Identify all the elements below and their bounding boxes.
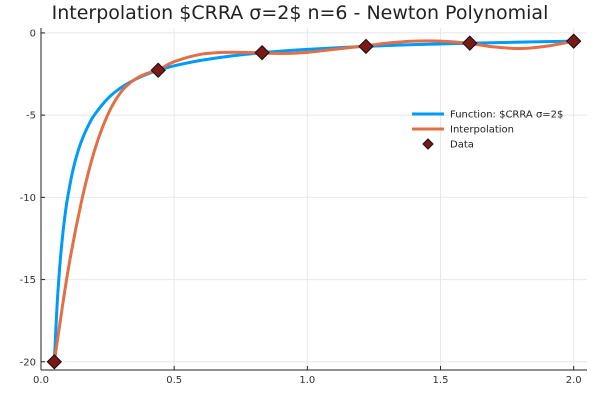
data-point	[46, 354, 63, 370]
legend-label: Function: $CRRA σ=2$	[450, 110, 563, 121]
series-line-0	[52, 39, 576, 364]
y-tick-label: -20	[20, 357, 36, 368]
data-point	[565, 33, 582, 49]
tick-labels: 0.0 0.5 1.0 1.5 2.0 0 -5 -10 -15 -20	[20, 28, 582, 386]
x-tick-label: 0.0	[33, 375, 49, 386]
x-tick-label: 1.0	[299, 375, 315, 386]
x-tick-label: 0.5	[166, 375, 182, 386]
x-tick-label: 2.0	[566, 375, 582, 386]
data-point	[254, 44, 270, 61]
grid	[40, 28, 587, 370]
y-tick-label: -10	[20, 193, 36, 204]
data-point	[358, 38, 374, 55]
legend-label: Data	[450, 140, 474, 151]
series-layer	[46, 33, 582, 370]
y-tick-label: -5	[26, 111, 36, 122]
x-tick-label: 1.5	[433, 375, 449, 386]
legend: Function: $CRRA σ=2$ Interpolation Data	[412, 110, 563, 151]
legend-label: Interpolation	[450, 125, 514, 136]
y-tick-label: 0	[30, 28, 36, 39]
y-tick-label: -15	[20, 275, 36, 286]
data-point	[150, 62, 166, 78]
axes	[40, 28, 587, 371]
series-line-1	[52, 39, 576, 364]
legend-swatch-2	[422, 138, 434, 150]
data-point	[462, 35, 478, 51]
chart-title: Interpolation $CRRA σ=2$ n=6 - Newton Po…	[52, 2, 549, 24]
